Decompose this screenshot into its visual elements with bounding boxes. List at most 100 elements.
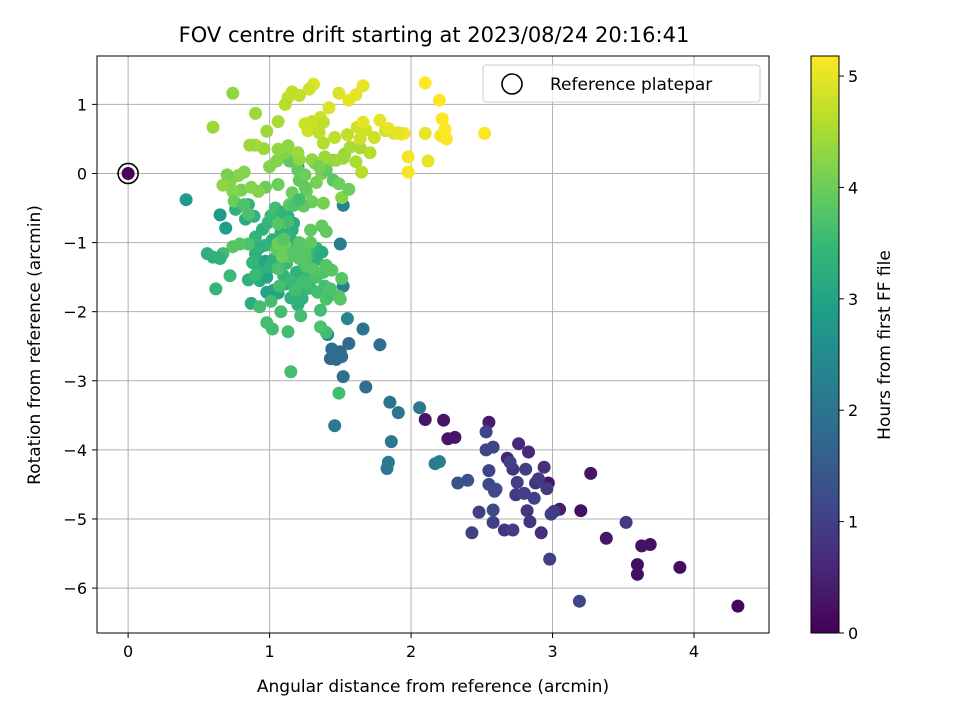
data-point xyxy=(281,325,295,339)
data-point xyxy=(512,437,526,451)
colorbar-tick-label: 4 xyxy=(848,178,858,197)
y-axis-label: Rotation from reference (arcmin) xyxy=(25,205,45,485)
colorbar-gradient xyxy=(810,55,840,634)
x-tick-label: 4 xyxy=(689,642,699,661)
data-point xyxy=(356,322,370,336)
data-point xyxy=(200,247,214,261)
y-tick-label: −5 xyxy=(63,510,87,529)
data-point xyxy=(287,246,301,260)
data-point xyxy=(243,138,257,152)
data-point xyxy=(319,258,333,272)
colorbar-tick-label: 1 xyxy=(848,513,858,532)
data-point xyxy=(323,282,337,296)
data-point xyxy=(534,526,548,540)
data-point xyxy=(486,503,500,517)
colorbar-ticks: 0 1 2 3 4 5 xyxy=(839,67,858,643)
data-point xyxy=(284,274,298,288)
data-point xyxy=(522,445,535,459)
data-point xyxy=(314,320,327,334)
data-point xyxy=(336,370,350,384)
data-point xyxy=(301,124,315,138)
data-point xyxy=(304,223,318,237)
data-point xyxy=(298,245,312,259)
data-point xyxy=(356,79,370,93)
data-point xyxy=(574,504,588,518)
data-point xyxy=(325,342,339,356)
colorbar-tick-label: 5 xyxy=(848,67,858,86)
data-point xyxy=(329,153,343,167)
data-point xyxy=(260,124,274,138)
data-point xyxy=(356,115,370,129)
data-point xyxy=(572,594,586,608)
plot-frame xyxy=(96,55,770,634)
data-point xyxy=(517,486,531,500)
y-tick-label: −3 xyxy=(63,372,87,391)
data-point xyxy=(448,430,462,444)
data-point xyxy=(213,252,227,265)
data-point xyxy=(316,115,330,129)
data-point xyxy=(246,256,260,270)
data-point xyxy=(418,413,432,426)
data-point xyxy=(418,126,432,140)
data-point xyxy=(322,101,336,115)
data-point xyxy=(584,466,598,480)
data-point xyxy=(342,337,356,350)
data-point xyxy=(630,567,644,581)
data-point xyxy=(281,139,295,153)
data-point xyxy=(333,237,347,251)
data-point xyxy=(503,455,517,469)
data-point xyxy=(523,515,537,529)
data-point xyxy=(342,182,356,196)
data-point xyxy=(437,413,451,427)
data-point xyxy=(510,475,524,489)
data-point xyxy=(335,350,349,364)
y-axis-ticks: 1 0 −1 −2 −3 −4 −5 −6 xyxy=(63,95,97,598)
data-point xyxy=(328,419,342,433)
data-point xyxy=(292,236,306,250)
y-tick-label: −4 xyxy=(63,441,87,460)
data-point xyxy=(121,167,135,180)
data-point xyxy=(363,146,377,160)
data-point xyxy=(278,97,292,111)
data-point xyxy=(381,122,395,136)
colorbar-tick-label: 2 xyxy=(848,401,858,420)
data-point xyxy=(271,178,285,191)
data-point xyxy=(271,217,285,231)
data-point xyxy=(277,232,291,246)
data-point xyxy=(531,472,545,486)
data-point xyxy=(381,455,395,469)
data-point xyxy=(219,221,233,235)
data-point xyxy=(332,177,346,191)
data-point xyxy=(216,178,230,192)
data-point xyxy=(271,142,285,156)
data-point xyxy=(332,386,346,400)
data-point xyxy=(226,86,240,100)
data-point xyxy=(353,141,367,155)
legend: Reference platepar xyxy=(482,64,761,103)
data-point xyxy=(271,262,285,276)
data-point xyxy=(673,560,687,574)
data-point xyxy=(226,240,240,254)
data-point xyxy=(318,150,332,164)
data-point xyxy=(328,131,342,144)
data-point xyxy=(391,406,405,420)
data-point xyxy=(312,126,326,140)
data-point xyxy=(264,294,278,308)
data-point xyxy=(472,505,486,519)
data-point xyxy=(478,126,492,140)
data-point xyxy=(291,146,305,160)
data-point xyxy=(432,455,446,469)
data-point xyxy=(316,196,330,210)
data-point xyxy=(355,165,369,179)
data-point xyxy=(260,316,274,330)
data-point xyxy=(465,526,479,540)
data-point xyxy=(359,380,373,394)
y-tick-label: 1 xyxy=(77,95,87,114)
data-point xyxy=(316,136,330,150)
reference-marker xyxy=(117,162,139,185)
data-point xyxy=(209,282,223,296)
data-point xyxy=(292,193,306,207)
data-point xyxy=(488,484,501,498)
data-point xyxy=(263,160,277,174)
